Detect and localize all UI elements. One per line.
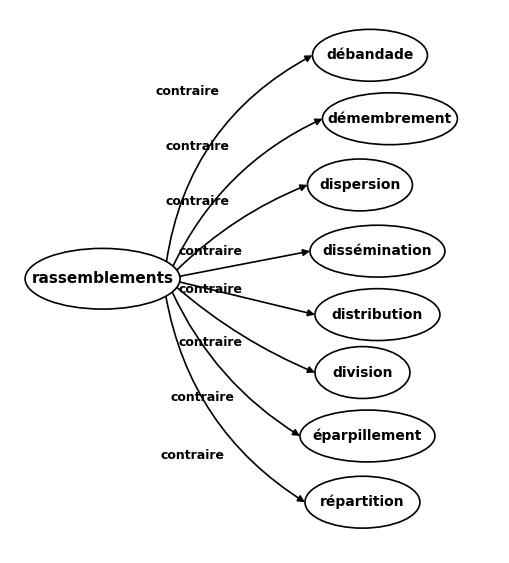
FancyArrowPatch shape	[166, 56, 310, 262]
Text: division: division	[331, 365, 392, 379]
Text: débandade: débandade	[326, 48, 413, 62]
Ellipse shape	[309, 225, 444, 277]
Text: contraire: contraire	[155, 84, 219, 97]
FancyArrowPatch shape	[165, 296, 303, 501]
Text: contraire: contraire	[165, 195, 229, 208]
Ellipse shape	[312, 29, 427, 81]
FancyArrowPatch shape	[177, 185, 305, 270]
Text: dissémination: dissémination	[322, 244, 432, 258]
Ellipse shape	[322, 93, 457, 145]
Ellipse shape	[299, 410, 434, 462]
FancyArrowPatch shape	[179, 250, 307, 276]
Text: dispersion: dispersion	[319, 178, 400, 192]
Text: répartition: répartition	[320, 495, 404, 510]
Ellipse shape	[304, 476, 419, 528]
FancyArrowPatch shape	[172, 292, 298, 435]
FancyArrowPatch shape	[173, 119, 320, 266]
Text: contraire: contraire	[178, 283, 242, 296]
Text: distribution: distribution	[331, 307, 422, 321]
Text: contraire: contraire	[178, 245, 242, 258]
Text: contraire: contraire	[165, 140, 229, 153]
Text: contraire: contraire	[170, 391, 234, 404]
Ellipse shape	[25, 248, 180, 309]
FancyArrowPatch shape	[179, 282, 313, 316]
Text: éparpillement: éparpillement	[312, 429, 421, 443]
Text: rassemblements: rassemblements	[32, 271, 173, 286]
Ellipse shape	[307, 159, 412, 211]
Text: contraire: contraire	[178, 336, 242, 348]
Text: démembrement: démembrement	[327, 111, 451, 126]
Text: contraire: contraire	[160, 449, 224, 462]
FancyArrowPatch shape	[177, 287, 313, 372]
Ellipse shape	[315, 347, 409, 399]
Ellipse shape	[315, 289, 439, 341]
